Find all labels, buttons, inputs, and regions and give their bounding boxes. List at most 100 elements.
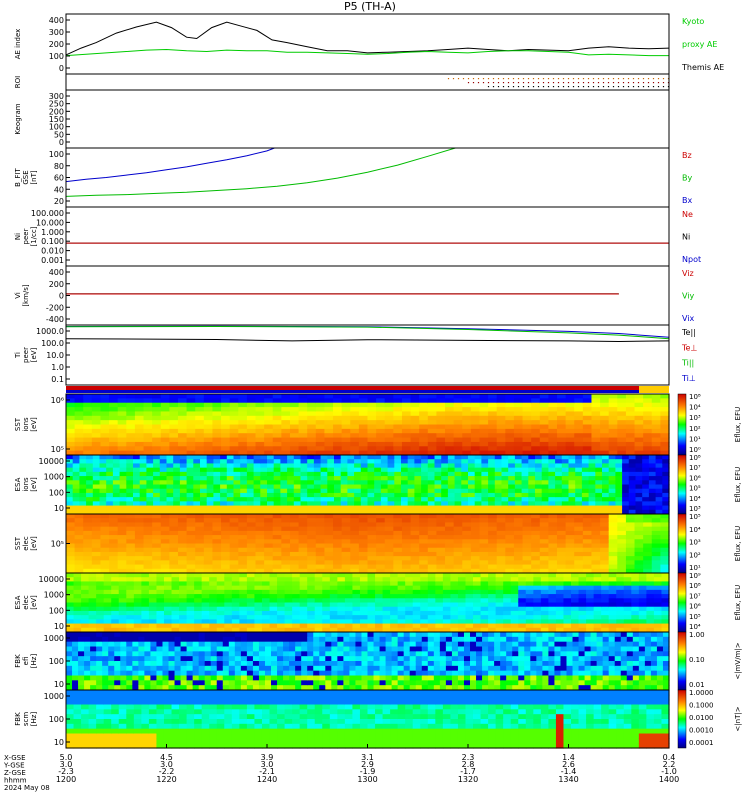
z-gse-tick: -1.4 <box>561 767 577 776</box>
y-tick-label: 100 <box>49 123 64 132</box>
time-tick: 1300 <box>357 775 377 784</box>
y-axis-label: elec <box>22 536 30 551</box>
time-tick: 1340 <box>558 775 578 784</box>
colorbar-label: Eflux, EFU <box>734 467 742 502</box>
y-tick-label: 0 <box>59 292 64 301</box>
y-axis-label: FBK <box>14 712 22 726</box>
z-gse-tick: -1.0 <box>661 767 677 776</box>
fbk_b-spectrogram <box>66 690 670 749</box>
legend-entry: Te|| <box>681 328 696 337</box>
legend-entry: Viy <box>682 292 695 301</box>
y-tick-label: 200 <box>49 280 64 289</box>
y-tick-label: 10000 <box>39 457 64 466</box>
legend-entry: Ti|| <box>681 359 694 368</box>
y-tick-label: 60 <box>54 174 64 183</box>
y-gse-tick: 2.2 <box>663 760 676 769</box>
colorbar-tick: 10⁴ <box>689 495 701 503</box>
y-tick-label: 1000 <box>44 634 64 643</box>
y-axis-label: FBK <box>14 654 22 668</box>
legend-entry: Viz <box>682 269 694 278</box>
z-gse-tick: -2.3 <box>58 767 74 776</box>
time-tick: 1320 <box>458 775 478 784</box>
time-row-label: hhmm <box>4 777 27 785</box>
colorbar-tick: 10² <box>689 425 701 433</box>
y-axis-label: peer <box>22 347 30 363</box>
y-tick-label: 1.0 <box>51 363 64 372</box>
y-tick-label: 300 <box>49 28 64 37</box>
sst_i-spectrogram <box>66 394 670 456</box>
esa_i-spectrogram <box>66 455 670 515</box>
y-gse-tick: 3.0 <box>261 760 274 769</box>
y-tick-label: -400 <box>46 315 64 324</box>
colorbar-tick: 10⁸ <box>689 454 701 462</box>
y-tick-label: 10⁵ <box>51 540 64 549</box>
colorbar-tick: 0.1000 <box>689 702 714 710</box>
y-tick-label: 0.1 <box>51 375 64 384</box>
sst_e-spectrogram <box>66 514 670 574</box>
series-themis-ae <box>65 21 670 56</box>
y-tick-label: 1000.0 <box>36 327 64 336</box>
time-row-label: X-GSE <box>4 754 26 762</box>
colorbar <box>677 572 687 633</box>
colorbar-tick: 10⁵ <box>689 485 701 493</box>
y-axis-label: Ti <box>14 352 22 359</box>
colorbar-tick: 10⁵ <box>689 513 701 521</box>
y-tick-label: 0.100 <box>41 237 64 246</box>
y-tick-label: 80 <box>54 162 64 171</box>
legend-entry: Themis AE <box>681 63 724 72</box>
ti-frame <box>65 324 670 386</box>
colorbar-label: <|nT|> <box>734 706 742 731</box>
colorbar <box>677 689 687 749</box>
colorbar-label: Eflux, EFU <box>734 585 742 620</box>
colorbar <box>677 454 687 515</box>
y-tick-label: 100 <box>49 52 64 61</box>
y-tick-label: 100 <box>49 715 64 724</box>
colorbar-tick: 10³ <box>689 505 701 513</box>
y-axis-label: ESA <box>14 595 22 609</box>
colorbar-tick: 10⁸ <box>689 393 701 401</box>
series-kyoto-proxy-ae <box>65 48 669 57</box>
y-axis-label: [nT] <box>30 170 38 184</box>
y-tick-label: 1000 <box>44 591 64 600</box>
y-tick-label: 10.000 <box>36 218 64 227</box>
colorbar-tick: 1.0000 <box>689 689 714 697</box>
colorbar <box>677 631 687 691</box>
y-tick-label: 0 <box>59 138 64 147</box>
y-axis-label: [eV] <box>30 417 38 432</box>
y-tick-label: 200 <box>49 40 64 49</box>
ni-frame <box>65 206 670 267</box>
y-axis-label: Ni <box>14 233 22 240</box>
y-axis-label: [1/cc] <box>30 226 38 246</box>
y-tick-label: 400 <box>49 16 64 25</box>
y-tick-label: 100 <box>49 657 64 666</box>
colorbar-tick: 10⁶ <box>689 603 701 611</box>
colorbar-tick: 10⁴ <box>689 526 701 534</box>
y-axis-label: ESA <box>14 477 22 491</box>
y-tick-label: 100 <box>49 150 64 159</box>
y-axis-label: ROI <box>14 76 22 88</box>
y-gse-tick: 3.0 <box>160 760 173 769</box>
x-gse-tick: 1.4 <box>562 753 575 762</box>
legend-entry: By <box>682 174 692 183</box>
legend-entry: Ne <box>682 210 693 219</box>
mode-bar-end <box>639 386 669 393</box>
y-tick-label: 10000 <box>39 575 64 584</box>
y-tick-label: 0.010 <box>41 247 64 256</box>
z-gse-tick: -2.2 <box>159 767 175 776</box>
colorbar-tick: 10⁰ <box>689 446 701 454</box>
y-axis-label: ions <box>22 477 30 492</box>
y-axis-label: [eV] <box>30 477 38 492</box>
time-row-label: Z-GSE <box>4 769 26 777</box>
colorbar-tick: 0.10 <box>689 656 705 664</box>
series-ti- <box>65 325 670 338</box>
colorbar-tick: 0.0001 <box>689 739 714 747</box>
y-tick-label: 200 <box>49 107 64 116</box>
y-axis-label: scm <box>22 712 30 726</box>
y-tick-label: 10⁵ <box>51 445 64 454</box>
y-gse-tick: 3.0 <box>60 760 73 769</box>
esa_e-spectrogram <box>66 573 670 633</box>
colorbar-label: <|mV/m|> <box>734 642 742 679</box>
y-tick-label: 10⁶ <box>51 396 64 405</box>
y-tick-label: 250 <box>49 100 64 109</box>
y-axis-label: AE index <box>14 29 22 60</box>
